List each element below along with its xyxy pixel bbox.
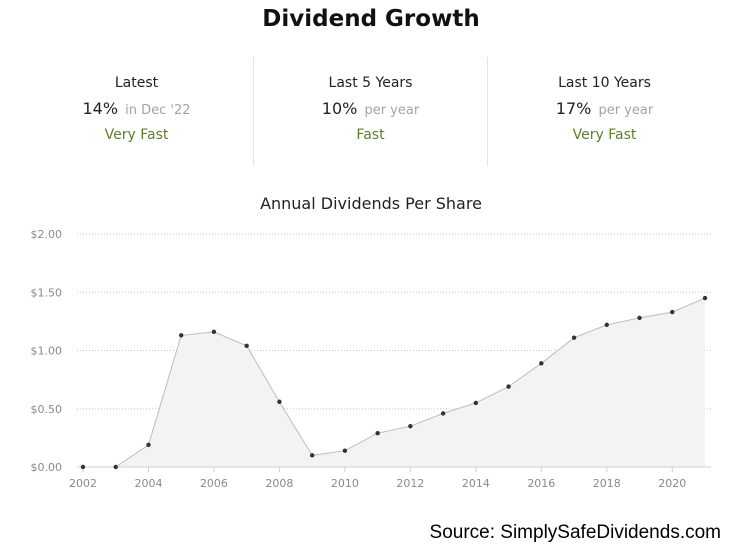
y-tick-label: $0.50 (31, 403, 63, 416)
stat-latest: Latest 14% in Dec '22 Very Fast (20, 57, 253, 166)
x-tick-label: 2012 (396, 477, 424, 490)
data-point (244, 343, 249, 349)
stat-value-row: 10% per year (254, 99, 487, 118)
x-tick-label: 2010 (331, 477, 359, 490)
data-point (375, 431, 380, 436)
stat-value: 10% (321, 99, 358, 118)
data-point (473, 400, 479, 406)
data-point (408, 424, 413, 429)
y-tick-label: $0.00 (31, 461, 63, 474)
area-fill (83, 298, 705, 467)
data-point (113, 464, 118, 470)
x-tick-label: 2016 (527, 477, 555, 490)
stat-value-row: 14% in Dec '22 (20, 99, 253, 118)
x-tick-label: 2008 (265, 477, 293, 490)
data-point (571, 335, 577, 340)
x-tick-label: 2006 (200, 477, 228, 490)
stat-label: Latest (114, 75, 159, 91)
data-point (702, 295, 708, 301)
stat-suffix: per year (598, 103, 654, 118)
data-point (637, 315, 642, 321)
page-title: Dividend Growth (262, 6, 480, 32)
x-tick-label: 2004 (134, 477, 162, 490)
stat-rating: Very Fast (572, 127, 637, 143)
data-point (80, 464, 86, 470)
y-tick-label: $1.00 (31, 345, 63, 358)
x-tick-label: 2020 (658, 477, 686, 490)
source-credit: Source: SimplySafeDividends.com (429, 522, 721, 543)
data-point (539, 361, 544, 366)
data-point (670, 309, 675, 315)
data-point (506, 384, 511, 389)
stat-rating: Very Fast (104, 127, 169, 143)
stat-rating: Fast (356, 127, 385, 143)
stat-suffix: in Dec '22 (125, 103, 191, 118)
x-tick-label: 2014 (462, 477, 490, 490)
stats-panel: Latest 14% in Dec '22 Very Fast Last 5 Y… (20, 57, 721, 166)
data-point (309, 453, 315, 458)
stat-last-5-years: Last 5 Years 10% per year Fast (253, 57, 487, 166)
series-line (83, 297, 706, 468)
y-tick-label: $1.50 (31, 286, 63, 299)
stat-last-10-years: Last 10 Years 17% per year Very Fast (487, 57, 721, 166)
stat-value: 17% (555, 99, 592, 118)
data-point (440, 411, 446, 416)
chart-title: Annual Dividends Per Share (260, 194, 482, 213)
x-tick-label: 2002 (69, 477, 97, 490)
data-point (277, 399, 282, 404)
stat-suffix: per year (364, 103, 420, 118)
data-point (342, 448, 348, 453)
data-point (146, 442, 151, 448)
data-point (179, 333, 184, 338)
y-tick-label: $2.00 (31, 228, 63, 241)
x-tick-label: 2018 (593, 477, 621, 490)
stat-value: 14% (82, 99, 119, 118)
data-point (211, 329, 217, 335)
stat-label: Last 5 Years (328, 75, 413, 91)
stat-label: Last 10 Years (558, 75, 651, 91)
data-point (604, 322, 609, 328)
stat-value-row: 17% per year (488, 99, 721, 118)
